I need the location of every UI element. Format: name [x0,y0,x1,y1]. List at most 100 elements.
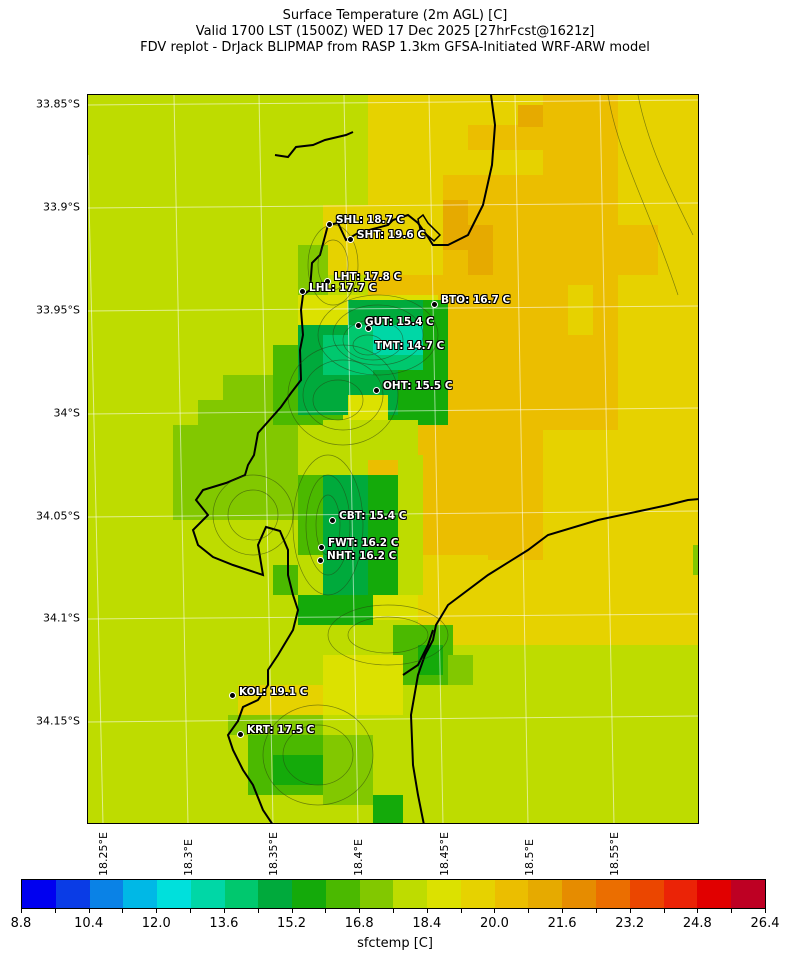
colorbar-tick-label: 13.6 [209,916,239,931]
x-tick-label: 18.5°E [523,839,536,876]
title-line-1: Surface Temperature (2m AGL) [C] [282,8,508,23]
station-dot-fwt[interactable] [318,544,325,551]
colorbar-label: sfctemp [C] [357,936,433,951]
colorbar-tick-label: 20.0 [479,916,509,931]
colorbar-segment [596,880,630,908]
colorbar-segment [325,880,360,908]
colorbar-segment [731,880,765,908]
station-label-sht: SHT: 19.6 C [357,229,426,241]
colorbar-segment [190,880,225,908]
colorbar [21,879,766,909]
colorbar-tick-label: 21.6 [547,916,577,931]
colorbar-segment [123,880,158,908]
x-tick-label: 18.35°E [267,832,280,876]
colorbar-segment [427,880,461,908]
x-tick-label: 18.25°E [97,832,110,876]
colorbar-tick [393,909,394,913]
station-dot-lhl[interactable] [299,288,306,295]
colorbar-tick [426,909,428,913]
station-dot-kol[interactable] [229,692,236,699]
colorbar-tick [291,909,293,913]
colorbar-tick [359,909,361,913]
station-dot-bto[interactable] [431,301,438,308]
colorbar-tick [88,909,90,913]
title-line-3: FDV replot - DrJack BLIPMAP from RASP 1.… [140,40,650,55]
colorbar-tick [731,909,733,913]
station-dot-tmt[interactable] [365,325,372,332]
station-label-shl: SHL: 18.7 C [336,214,405,226]
colorbar-segment [258,880,293,908]
station-dot-oht[interactable] [373,387,380,394]
colorbar-tick-label: 15.2 [277,916,307,931]
colorbar-tick [223,909,225,913]
colorbar-segment [224,880,259,908]
station-label-lhl: LHL: 17.7 C [309,282,377,294]
colorbar-tick-label: 10.4 [74,916,104,931]
colorbar-tick-label: 26.4 [750,916,780,931]
station-dot-gut[interactable] [355,322,362,329]
x-tick-label: 18.4°E [352,839,365,876]
colorbar-tick [156,909,158,913]
colorbar-tick [697,909,699,913]
colorbar-tick-label: 12.0 [141,916,171,931]
colorbar-tick [257,909,259,913]
colorbar-tick [528,909,530,913]
y-tick-label: 34.15°S [36,714,80,728]
temperature-map [87,94,699,824]
station-label-bto: BTO: 16.7 C [441,294,511,306]
colorbar-tick [325,909,327,913]
station-label-fwt: FWT: 16.2 C [328,537,399,549]
colorbar-segment [697,880,732,908]
title-line-2: Valid 1700 LST (1500Z) WED 17 Dec 2025 [… [195,24,595,39]
colorbar-segment [22,880,56,908]
station-label-oht: OHT: 15.5 C [383,380,453,392]
y-tick-label: 34°S [53,406,80,420]
map-field [88,95,698,823]
station-label-lht: LHT: 17.8 C [334,271,402,283]
station-dot-nht[interactable] [317,557,324,564]
y-tick-label: 34.1°S [43,611,80,625]
y-tick-label: 34.05°S [36,509,80,523]
colorbar-tick-label: 16.8 [344,916,374,931]
colorbar-tick [765,909,766,913]
station-label-krt: KRT: 17.5 C [247,724,315,736]
colorbar-tick [494,909,496,913]
colorbar-tick [629,909,631,913]
colorbar-segment [89,880,124,908]
station-dot-sht[interactable] [347,236,354,243]
colorbar-tick [595,909,597,913]
y-tick-label: 33.9°S [43,200,80,214]
station-dot-lht[interactable] [324,278,331,285]
colorbar-segment [629,880,664,908]
station-label-nht: NHT: 16.2 C [327,550,397,562]
colorbar-tick [460,909,462,913]
station-dot-cbt[interactable] [329,517,336,524]
station-label-cbt: CBT: 15.4 C [339,510,407,522]
colorbar-tick [190,909,192,913]
colorbar-tick [54,909,56,913]
colorbar-segment [663,880,698,908]
colorbar-segment [528,880,563,908]
colorbar-tick [21,909,22,913]
station-label-kol: KOL: 19.1 C [239,686,308,698]
colorbar-tick-label: 8.8 [10,916,32,931]
colorbar-segment [157,880,191,908]
colorbar-tick [663,909,665,913]
y-tick-label: 33.95°S [36,303,80,317]
colorbar-segment [55,880,90,908]
colorbar-tick-label: 24.8 [682,916,712,931]
station-dot-shl[interactable] [326,221,333,228]
station-label-tmt: TMT: 14.7 C [375,340,445,352]
station-label-gut: GUT: 15.4 C [365,316,434,328]
colorbar-tick [122,909,124,913]
terrain-contours [212,95,694,806]
colorbar-segment [460,880,495,908]
y-tick-label: 33.85°S [36,97,80,111]
colorbar-segment [393,880,428,908]
x-tick-label: 18.45°E [438,832,451,876]
graticule [88,95,698,823]
colorbar-segment [359,880,394,908]
station-dot-krt[interactable] [237,731,244,738]
colorbar-tick-label: 18.4 [412,916,442,931]
colorbar-segment [562,880,597,908]
